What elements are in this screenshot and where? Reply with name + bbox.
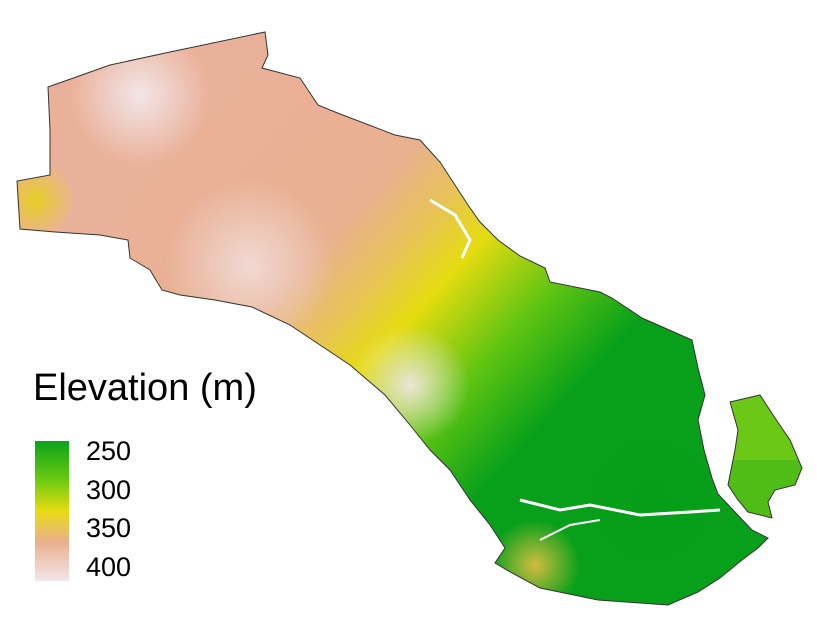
east-island-region [727, 394, 803, 519]
